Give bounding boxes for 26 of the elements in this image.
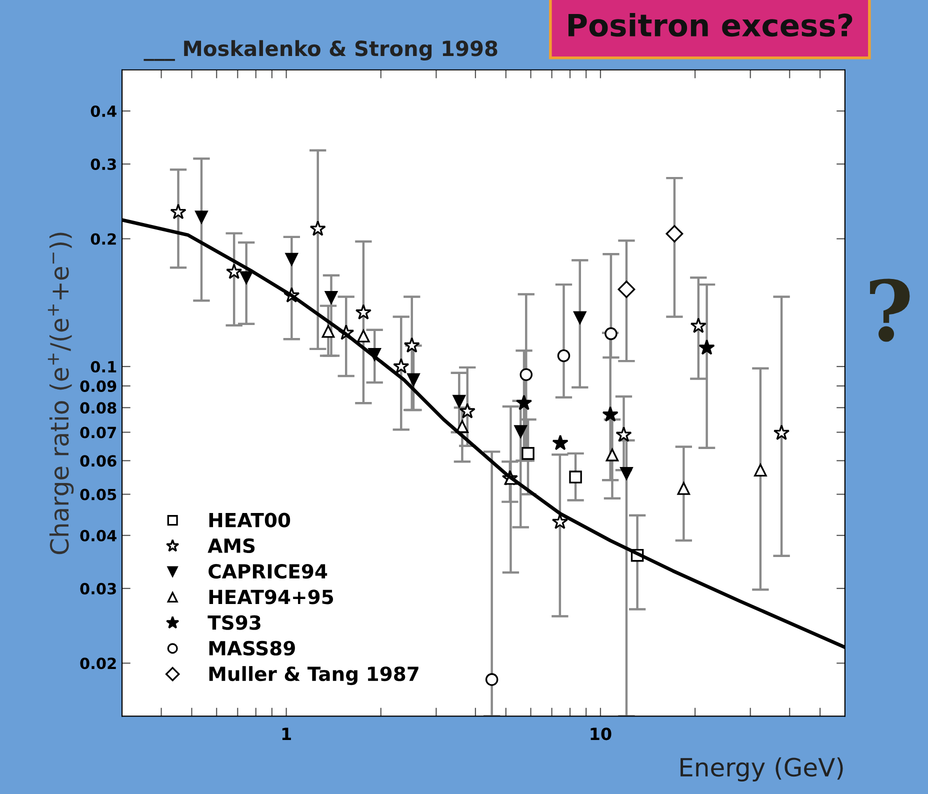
legend-label: Muller & Tang 1987 — [209, 666, 418, 686]
y-tick-label: 0.06 — [80, 455, 116, 467]
y-tick-label: 0.03 — [80, 582, 116, 594]
legend-label: AMS — [208, 538, 255, 554]
y-tick-label: 0.08 — [80, 402, 116, 414]
y-tick-label: 0.04 — [80, 530, 116, 542]
x-tick-label: 1 — [282, 728, 291, 740]
y-axis-title: Charge ratio (e$^{+}$/(e$^{+}$+e$^{−}$)) — [48, 232, 74, 554]
text: Positron excess? — [568, 13, 852, 37]
y-tick-label: 0.02 — [80, 658, 116, 670]
x-tick-label: 10 — [590, 728, 612, 740]
x-axis-title: Energy (GeV) — [680, 757, 843, 782]
legend-label: MASS89 — [209, 640, 295, 656]
legend-label: TS93 — [208, 615, 260, 630]
chart-title: ___ Moskalenko & Strong 1998 — [144, 40, 498, 61]
legend-label: HEAT00 — [209, 512, 290, 528]
y-tick-label: 0.09 — [80, 380, 116, 392]
y-tick-label: 0.05 — [80, 488, 116, 500]
y-tick-label: 0.1 — [90, 360, 116, 373]
y-tick-label: 0.07 — [80, 426, 116, 438]
legend-label: CAPRICE94 — [208, 564, 328, 579]
y-tick-label: 0.3 — [90, 158, 116, 170]
text: ? — [870, 278, 910, 342]
y-tick-label: 0.4 — [90, 105, 116, 118]
legend-label: HEAT94+95 — [209, 590, 333, 604]
y-tick-label: 0.2 — [90, 233, 116, 245]
